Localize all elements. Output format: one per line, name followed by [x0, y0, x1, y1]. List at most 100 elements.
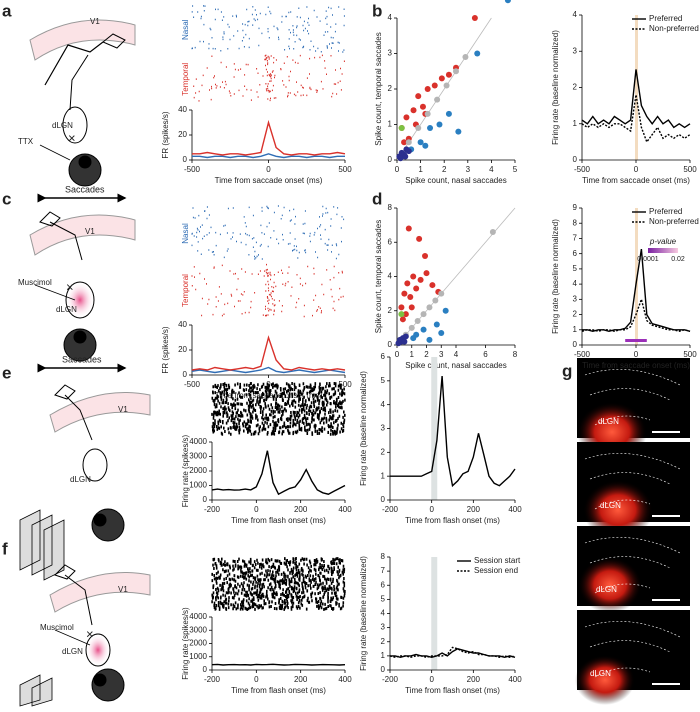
point — [403, 114, 410, 121]
x-tick-label: 400 — [508, 505, 522, 514]
x-tick-label: 200 — [294, 675, 308, 684]
x-tick-label: 5 — [513, 165, 518, 174]
line — [390, 376, 516, 488]
point — [424, 86, 431, 92]
point — [432, 297, 439, 304]
raster — [193, 54, 345, 102]
x-axis-label: Time from saccade onset (ms) — [582, 176, 690, 185]
y-axis-label: FR (spikes/s) — [161, 326, 170, 373]
panel-label: a — [2, 1, 12, 20]
x-tick-label: 3 — [439, 350, 444, 359]
x-axis-label: Time from flash onset (ms) — [231, 686, 326, 695]
point — [401, 290, 408, 297]
y-tick-label: 3 — [573, 294, 578, 303]
x-axis-label: Time from saccade onset (ms) — [582, 361, 690, 370]
point — [424, 110, 431, 117]
x-tick-label: 2 — [442, 165, 447, 174]
y-axis-label: Firing rate (baseline normalized) — [551, 30, 560, 145]
y-tick-label: 4 — [381, 400, 386, 409]
line — [192, 153, 345, 159]
y-tick-label: 7 — [381, 566, 386, 575]
diagram-label: dLGN — [70, 475, 91, 484]
point — [438, 330, 445, 337]
point — [398, 125, 405, 132]
x-tick-label: 200 — [467, 505, 481, 514]
point — [474, 50, 481, 57]
panel-label: d — [372, 189, 382, 208]
line — [581, 94, 691, 144]
raster — [191, 263, 344, 318]
line — [192, 119, 346, 156]
y-tick-label: 0 — [573, 155, 578, 164]
y-tick-label: 4 — [573, 279, 578, 288]
y-tick-label: 3 — [381, 623, 386, 632]
y-tick-label: 2 — [573, 83, 578, 92]
raster-label: Temporal — [181, 274, 190, 307]
legend-label: Non-preferred — [649, 24, 699, 33]
x-tick-label: 400 — [338, 505, 352, 514]
point — [408, 324, 415, 331]
diagram-label: dLGN — [56, 305, 77, 314]
line — [390, 648, 516, 659]
diagram-label: Muscimol — [40, 623, 74, 632]
x-axis-label: Time from saccade onset (ms) — [215, 176, 323, 185]
line — [191, 335, 346, 371]
stimulus-shade — [431, 357, 438, 500]
point — [431, 82, 438, 89]
x-tick-label: 8 — [513, 350, 518, 359]
panel-label: b — [372, 1, 382, 20]
y-tick-label: 4000 — [189, 612, 207, 621]
x-tick-label: 6 — [483, 350, 488, 359]
x-tick-label: 3 — [466, 165, 471, 174]
point — [398, 311, 405, 318]
y-tick-label: 4 — [388, 272, 393, 281]
point — [401, 338, 408, 345]
x-tick-label: 0 — [266, 165, 271, 174]
point — [419, 103, 426, 110]
y-tick-label: 6 — [381, 352, 386, 361]
x-tick-label: 0 — [395, 350, 400, 359]
x-mark: × — [86, 626, 94, 641]
x-tick-label: 0 — [429, 675, 434, 684]
significance-bar — [625, 339, 647, 342]
point — [420, 311, 427, 318]
y-tick-label: 1 — [573, 325, 578, 334]
colorbar — [648, 248, 678, 253]
colorbar-tick-label: 0.0001 — [637, 256, 659, 263]
y-tick-label: 2000 — [189, 639, 207, 648]
x-tick-label: -500 — [574, 165, 591, 174]
y-tick-label: 1000 — [189, 481, 207, 490]
x-tick-label: 500 — [338, 165, 352, 174]
y-tick-label: 8 — [381, 552, 386, 561]
point — [504, 0, 511, 4]
raster — [191, 205, 345, 260]
point — [404, 280, 411, 287]
y-tick-label: 0 — [381, 495, 386, 504]
stimulus-shade — [431, 557, 438, 670]
raster — [211, 382, 346, 436]
point — [453, 68, 459, 75]
y-tick-label: 1000 — [189, 652, 207, 661]
line — [211, 450, 346, 496]
point — [405, 139, 412, 146]
y-tick-label: 7 — [573, 234, 578, 243]
y-tick-label: 4 — [388, 13, 393, 22]
point — [401, 139, 408, 146]
point — [455, 128, 462, 135]
point — [422, 142, 429, 149]
diagram-c: × — [29, 211, 136, 373]
point — [402, 311, 409, 318]
x-tick-label: 400 — [508, 675, 522, 684]
y-tick-label: 8 — [388, 203, 393, 212]
point — [427, 125, 434, 132]
y-tick-label: 9 — [573, 203, 578, 212]
line — [582, 248, 691, 333]
x-tick-label: 400 — [338, 675, 352, 684]
x-tick-label: 500 — [683, 165, 697, 174]
diagram-label: V1 — [85, 227, 95, 236]
point — [407, 294, 414, 301]
raster-label: Nasal — [181, 223, 190, 244]
point — [471, 15, 478, 21]
panel-label: f — [2, 539, 8, 558]
x-tick-label: 0 — [634, 165, 639, 174]
